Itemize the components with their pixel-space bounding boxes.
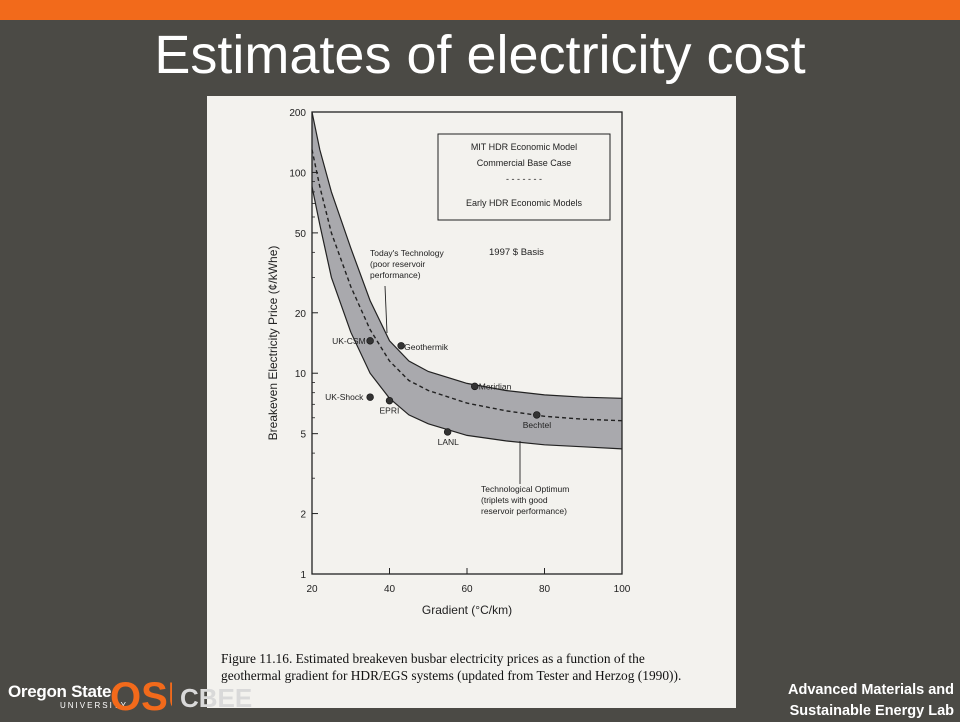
series-line-2 bbox=[311, 186, 623, 450]
osu-mark-logo: OSU bbox=[110, 676, 172, 714]
y-tick-label-6: 100 bbox=[289, 168, 306, 179]
data-point-label-4: UK-Shock bbox=[325, 392, 364, 402]
legend-line-1: Commercial Base Case bbox=[477, 158, 572, 168]
x-tick-label-4: 100 bbox=[614, 584, 631, 595]
y-tick-label-2: 5 bbox=[300, 430, 306, 441]
slide-title: Estimates of electricity cost bbox=[154, 25, 806, 85]
legend-line-2: - - - - - - - bbox=[506, 174, 542, 184]
legend-line-0: MIT HDR Economic Model bbox=[471, 142, 577, 152]
data-point-label-2: Meridian bbox=[479, 381, 512, 391]
data-point-3 bbox=[533, 411, 541, 419]
caption-line-1: Figure 11.16. Estimated breakeven busbar… bbox=[221, 651, 645, 666]
y-tick-label-7: 200 bbox=[289, 108, 306, 119]
y-tick-label-5: 50 bbox=[295, 229, 307, 240]
top-accent-bar bbox=[0, 0, 960, 20]
oregon-state-logo: Oregon State bbox=[8, 682, 112, 701]
x-tick-label-3: 80 bbox=[539, 584, 551, 595]
cbee-logo: CBEE bbox=[180, 683, 253, 713]
legend-line-3: Early HDR Economic Models bbox=[466, 198, 583, 208]
data-point-label-5: EPRI bbox=[380, 406, 400, 416]
annotation-upper-1: (poor reservoir bbox=[370, 259, 425, 269]
x-tick-label-0: 20 bbox=[306, 584, 318, 595]
y-tick-label-3: 10 bbox=[295, 369, 307, 380]
y-axis-label: Breakeven Electricity Price (¢/kWhe) bbox=[266, 246, 280, 441]
lab-name: Advanced Materials and Sustainable Energ… bbox=[788, 680, 954, 722]
data-point-4 bbox=[366, 393, 374, 401]
cost-band bbox=[312, 112, 622, 449]
y-tick-label-4: 20 bbox=[295, 309, 307, 320]
data-point-0 bbox=[366, 337, 374, 345]
data-point-label-0: UK-CSM bbox=[332, 336, 366, 346]
annotation-upper-0: Today's Technology bbox=[370, 248, 445, 258]
university-wordmark: UNIVERSITY bbox=[60, 701, 129, 710]
data-point-label-3: Bechtel bbox=[523, 420, 551, 430]
figure-caption: Figure 11.16. Estimated breakeven busbar… bbox=[221, 650, 731, 684]
annotation-lower-0: Technological Optimum bbox=[481, 484, 569, 494]
data-point-2 bbox=[471, 382, 479, 391]
figure-panel: 1 2 5 10 20 50 100 200 20 40 60 80 100 Gradient (°C/k… bbox=[207, 96, 736, 708]
data-point-5 bbox=[385, 396, 394, 405]
series-line-1 bbox=[311, 149, 623, 422]
data-point-6 bbox=[443, 428, 452, 436]
data-point-1 bbox=[397, 342, 405, 350]
caption-line-2: geothermal gradient for HDR/EGS systems … bbox=[221, 668, 682, 683]
legend-box bbox=[437, 133, 611, 221]
series-line-0 bbox=[311, 111, 623, 399]
annotation-lower-2: reservoir performance) bbox=[481, 506, 567, 516]
annotation-lower-1: (triplets with good bbox=[481, 495, 548, 505]
y-tick-label-1: 2 bbox=[300, 510, 306, 521]
x-tick-label-2: 60 bbox=[461, 584, 473, 595]
annotation-basis: 1997 $ Basis bbox=[489, 247, 544, 258]
lab-name-line-1: Advanced Materials and bbox=[788, 682, 954, 698]
chart: 1 2 5 10 20 50 100 200 20 40 60 80 100 Gradient (°C/k… bbox=[266, 108, 631, 617]
x-axis-label: Gradient (°C/km) bbox=[422, 603, 512, 617]
y-tick-label-0: 1 bbox=[300, 570, 306, 581]
annotation-upper-2: performance) bbox=[370, 270, 421, 280]
data-point-label-6: LANL bbox=[438, 437, 460, 447]
osu-mark-text: OSU bbox=[110, 676, 172, 714]
data-point-label-1: Geothermik bbox=[404, 342, 449, 352]
lab-name-line-2: Sustainable Energy Lab bbox=[789, 703, 954, 719]
x-tick-label-1: 40 bbox=[384, 584, 396, 595]
annotation-upper-leader bbox=[384, 285, 388, 334]
